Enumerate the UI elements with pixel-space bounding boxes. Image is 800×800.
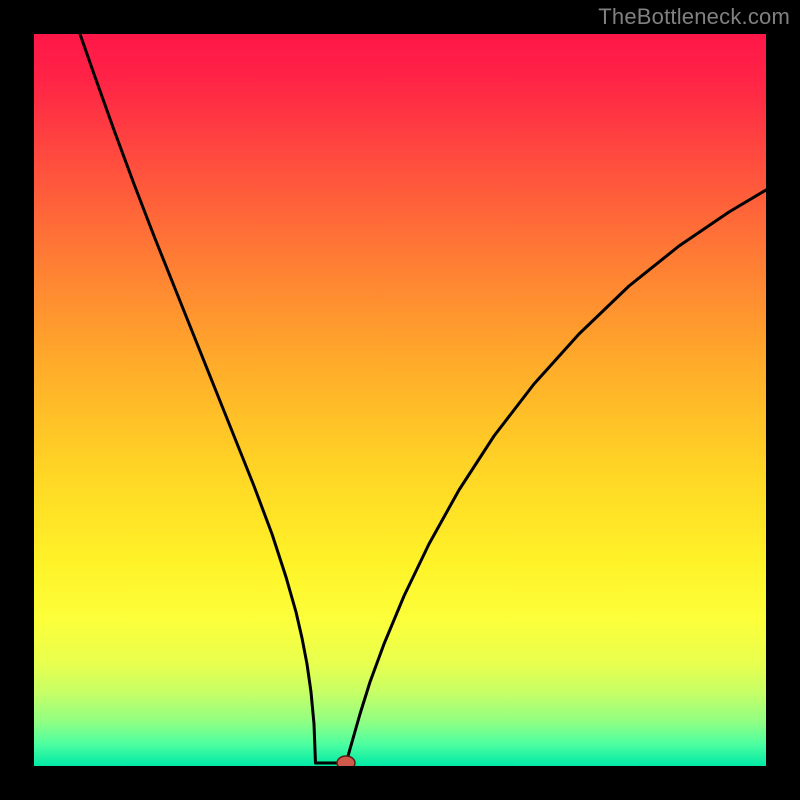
chart-frame: TheBottleneck.com <box>0 0 800 800</box>
plot-area <box>34 34 766 766</box>
watermark-text: TheBottleneck.com <box>598 4 790 30</box>
heat-gradient <box>34 34 766 766</box>
